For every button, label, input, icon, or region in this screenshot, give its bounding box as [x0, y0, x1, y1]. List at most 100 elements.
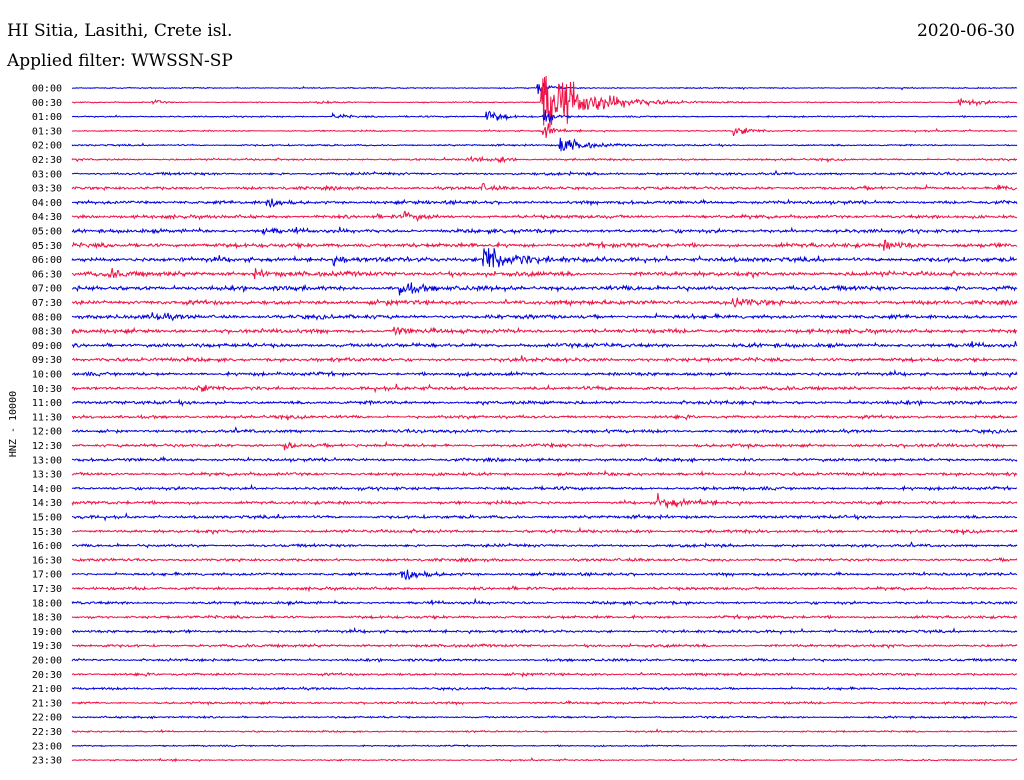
row-label-0000: 00:00	[32, 84, 62, 95]
trace-0730	[71, 297, 1018, 308]
row-label-1930: 19:30	[32, 641, 62, 652]
trace-1030	[71, 383, 1018, 394]
row-label-1130: 11:30	[32, 412, 62, 423]
trace-1530	[72, 526, 1018, 536]
row-label-1700: 17:00	[32, 570, 62, 581]
row-tick-labels: 00:00 00:30 01:00 01:30 02:00 02:30 03:00 03:30…	[32, 84, 62, 767]
trace-0700	[71, 282, 1018, 296]
row-label-2130: 21:30	[32, 698, 62, 709]
trace-0800	[71, 311, 1018, 322]
row-label-1000: 10:00	[32, 370, 62, 381]
trace-1330	[71, 469, 1018, 478]
row-label-1730: 17:30	[32, 584, 62, 595]
row-label-2000: 20:00	[32, 656, 62, 667]
trace-1300	[71, 455, 1018, 464]
row-label-0800: 08:00	[32, 312, 62, 323]
trace-1130	[71, 413, 1018, 421]
trace-0200	[71, 137, 1018, 152]
trace-1200	[71, 426, 1018, 436]
row-label-1330: 13:30	[32, 470, 62, 481]
trace-0300	[71, 169, 1018, 177]
trace-2100	[71, 685, 1018, 692]
trace-2200	[71, 715, 1018, 720]
row-label-1030: 10:30	[32, 384, 62, 395]
row-label-0730: 07:30	[32, 298, 62, 309]
row-label-2330: 23:30	[32, 756, 62, 767]
row-label-0600: 06:00	[32, 255, 62, 266]
row-label-2100: 21:00	[32, 684, 62, 695]
row-label-0100: 01:00	[32, 112, 62, 123]
row-label-1500: 15:00	[32, 513, 62, 524]
trace-0400	[71, 198, 1018, 208]
trace-1000	[71, 368, 1018, 379]
trace-1400	[71, 483, 1018, 492]
trace-0830	[71, 326, 1017, 337]
trace-0130	[71, 123, 1018, 139]
trace-1230	[71, 440, 1018, 451]
row-label-0700: 07:00	[32, 284, 62, 295]
row-label-0330: 03:30	[32, 184, 62, 195]
row-label-0430: 04:30	[32, 212, 62, 223]
trace-2130	[71, 699, 1018, 707]
y-axis-label: HNZ - 10000	[8, 391, 19, 457]
date-label: 2020-06-30	[916, 21, 1015, 41]
row-label-1100: 11:00	[32, 398, 62, 409]
trace-2300	[71, 744, 1018, 748]
row-label-1430: 14:30	[32, 498, 62, 509]
row-label-1200: 12:00	[32, 427, 62, 438]
trace-0100	[72, 109, 1018, 124]
trace-1100	[71, 398, 1018, 408]
trace-1930	[71, 642, 1018, 650]
row-label-0200: 02:00	[32, 141, 62, 152]
trace-0530	[71, 239, 1018, 251]
trace-1500	[71, 511, 1018, 522]
trace-group	[71, 75, 1018, 763]
trace-0500	[71, 226, 1018, 237]
row-label-0130: 01:30	[32, 126, 62, 137]
trace-0900	[71, 341, 1018, 350]
row-label-1900: 19:00	[32, 627, 62, 638]
row-label-2200: 22:00	[32, 713, 62, 724]
row-label-1400: 14:00	[32, 484, 62, 495]
trace-1630	[71, 556, 1018, 564]
row-label-1230: 12:30	[32, 441, 62, 452]
row-label-0300: 03:00	[32, 169, 62, 180]
row-label-0630: 06:30	[32, 269, 62, 280]
row-label-2300: 23:00	[32, 741, 62, 752]
trace-1900	[72, 626, 1018, 636]
trace-2230	[71, 728, 1018, 734]
trace-0600	[71, 248, 1018, 268]
row-label-1800: 18:00	[32, 598, 62, 609]
row-label-0900: 09:00	[32, 341, 62, 352]
trace-2330	[71, 757, 1018, 763]
trace-1700	[71, 569, 1018, 581]
trace-0230	[71, 155, 1018, 164]
row-label-0400: 04:00	[32, 198, 62, 209]
row-label-2030: 20:30	[32, 670, 62, 681]
trace-0930	[71, 355, 1018, 364]
trace-0430	[71, 210, 1018, 223]
row-label-1600: 16:00	[32, 541, 62, 552]
row-label-0230: 02:30	[32, 155, 62, 166]
trace-1830	[71, 613, 1018, 621]
row-label-0830: 08:30	[32, 327, 62, 338]
trace-1800	[71, 597, 1018, 607]
row-label-0500: 05:00	[32, 227, 62, 238]
station-title: HI Sitia, Lasithi, Crete isl.	[7, 21, 233, 41]
trace-2030	[71, 671, 1018, 678]
trace-1430	[71, 492, 1018, 509]
trace-1600	[71, 541, 1018, 549]
trace-0630	[71, 268, 1018, 280]
filter-label: Applied filter: WWSSN-SP	[7, 51, 233, 71]
trace-2000	[71, 656, 1018, 663]
row-label-0530: 05:30	[32, 241, 62, 252]
row-label-1300: 13:00	[32, 455, 62, 466]
row-label-1630: 16:30	[32, 555, 62, 566]
trace-0030	[71, 75, 1018, 128]
row-label-1830: 18:30	[32, 613, 62, 624]
row-label-2230: 22:30	[32, 727, 62, 738]
row-label-0030: 00:30	[32, 98, 62, 109]
row-label-0930: 09:30	[32, 355, 62, 366]
trace-1730	[71, 585, 1017, 593]
